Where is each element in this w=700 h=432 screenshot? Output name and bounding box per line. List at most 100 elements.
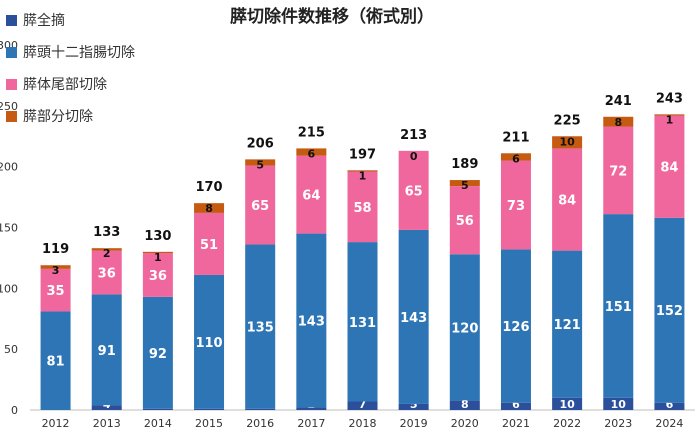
bar-segment (654, 402, 685, 410)
bar-segment (347, 170, 378, 172)
bar-value-label: 7 (359, 398, 367, 411)
x-tick-label: 2018 (349, 417, 377, 430)
bar-segment (296, 233, 327, 408)
bar-value-label: 152 (656, 304, 683, 319)
bar-segment (40, 268, 71, 312)
bar-value-label: 121 (554, 318, 581, 333)
bar-segment (142, 251, 173, 254)
bar-value-label: 110 (195, 336, 222, 351)
x-tick-label: 2021 (502, 417, 530, 430)
bar-segment (91, 405, 122, 410)
bar-value-label: 10 (559, 135, 575, 148)
x-tick-label: 2012 (42, 417, 70, 430)
bar-segment (449, 400, 480, 410)
bar-value-label: 81 (47, 355, 65, 370)
bar-value-label: 58 (353, 201, 371, 216)
x-tick-label: 2016 (246, 417, 274, 430)
bar-segment (552, 250, 583, 398)
bar-value-label: 64 (302, 189, 320, 204)
bar-total-label: 133 (93, 225, 120, 240)
bar-segment (296, 148, 327, 156)
bar-segment (552, 148, 583, 251)
legend: 膵全摘 膵頭十二指腸切除 膵体尾部切除 膵部分切除 (6, 4, 135, 132)
bar-value-label: 36 (149, 269, 167, 284)
bar-value-label: 5 (461, 179, 469, 192)
bar-segment (142, 296, 173, 409)
chart-title: 膵切除件数推移（術式別） (230, 7, 434, 27)
bar-segment (91, 248, 122, 251)
x-tick-label: 2023 (604, 417, 632, 430)
bar-value-label: 6 (512, 152, 520, 165)
y-tick-label: 100 (0, 282, 18, 295)
bar-value-label: 120 (451, 321, 478, 336)
legend-label-pd: 膵頭十二指腸切除 (23, 45, 135, 61)
bar-segment (245, 244, 276, 409)
bar-segment (91, 250, 122, 295)
bar-value-label: 143 (298, 315, 325, 330)
bar-segment (603, 397, 634, 410)
bar-segment (500, 249, 531, 403)
bar-value-label: 6 (308, 147, 316, 160)
bar-segment (398, 150, 429, 230)
bar-value-label: 126 (502, 320, 529, 335)
bar-total-label: 189 (451, 157, 478, 172)
bar-value-label: 8 (205, 202, 213, 215)
bar-total-label: 213 (400, 128, 427, 143)
y-tick-label: 0 (11, 404, 18, 417)
bar-segment (500, 160, 531, 250)
bar-total-label: 241 (605, 94, 632, 109)
legend-item-partial: 膵部分切除 (6, 100, 135, 132)
bar-value-label: 65 (251, 199, 269, 214)
bar-value-label: 51 (200, 238, 218, 253)
bar-value-label: 5 (410, 398, 418, 411)
bar-value-label: 36 (98, 267, 116, 282)
bar-value-label: 56 (456, 214, 474, 229)
bar-value-label: 3 (52, 264, 60, 277)
x-tick-label: 2017 (297, 417, 325, 430)
bar-value-label: 8 (461, 398, 469, 411)
bar-segment (552, 136, 583, 149)
bar-segment (552, 397, 583, 410)
bar-segment (603, 116, 634, 127)
bar-segment (194, 212, 225, 275)
bar-segment (194, 408, 225, 410)
legend-item-dp: 膵体尾部切除 (6, 68, 135, 100)
bar-segment (398, 403, 429, 410)
x-tick-label: 2024 (655, 417, 683, 430)
bar-segment (142, 408, 173, 410)
bar-value-label: 72 (609, 164, 627, 179)
bar-value-label: 10 (611, 398, 627, 411)
bar-value-label: 35 (47, 284, 65, 299)
x-tick-label: 2019 (400, 417, 428, 430)
bar-value-label: 0 (410, 150, 418, 163)
x-tick-label: 2020 (451, 417, 479, 430)
legend-swatch-dp (6, 78, 17, 90)
bar-value-label: 84 (558, 194, 576, 209)
bar-segment (194, 203, 225, 213)
bar-segment (296, 407, 327, 410)
bar-value-label: 6 (666, 398, 674, 411)
bar-value-label: 1 (666, 113, 674, 126)
bar-value-label: 10 (559, 398, 575, 411)
legend-label-dp: 膵体尾部切除 (23, 77, 107, 93)
bar-total-label: 130 (144, 229, 171, 244)
bar-total-label: 243 (656, 91, 683, 106)
bar-total-label: 197 (349, 147, 376, 162)
bar-value-label: 131 (349, 316, 376, 331)
bar-total-label: 225 (554, 113, 581, 128)
bar-segment (40, 265, 71, 269)
bar-value-label: 151 (605, 300, 632, 315)
bar-value-label: 84 (660, 161, 678, 176)
bar-segment (194, 274, 225, 409)
bar-segment (142, 253, 173, 297)
bar-segment (603, 126, 634, 215)
bar-segment (347, 171, 378, 243)
legend-label-partial: 膵部分切除 (23, 109, 93, 125)
legend-item-total-pancreatectomy: 膵全摘 (6, 4, 135, 36)
bar-value-label: 92 (149, 347, 167, 362)
bar-segment (500, 153, 531, 161)
bar-segment (398, 229, 429, 404)
bar-value-label: 5 (256, 158, 264, 171)
